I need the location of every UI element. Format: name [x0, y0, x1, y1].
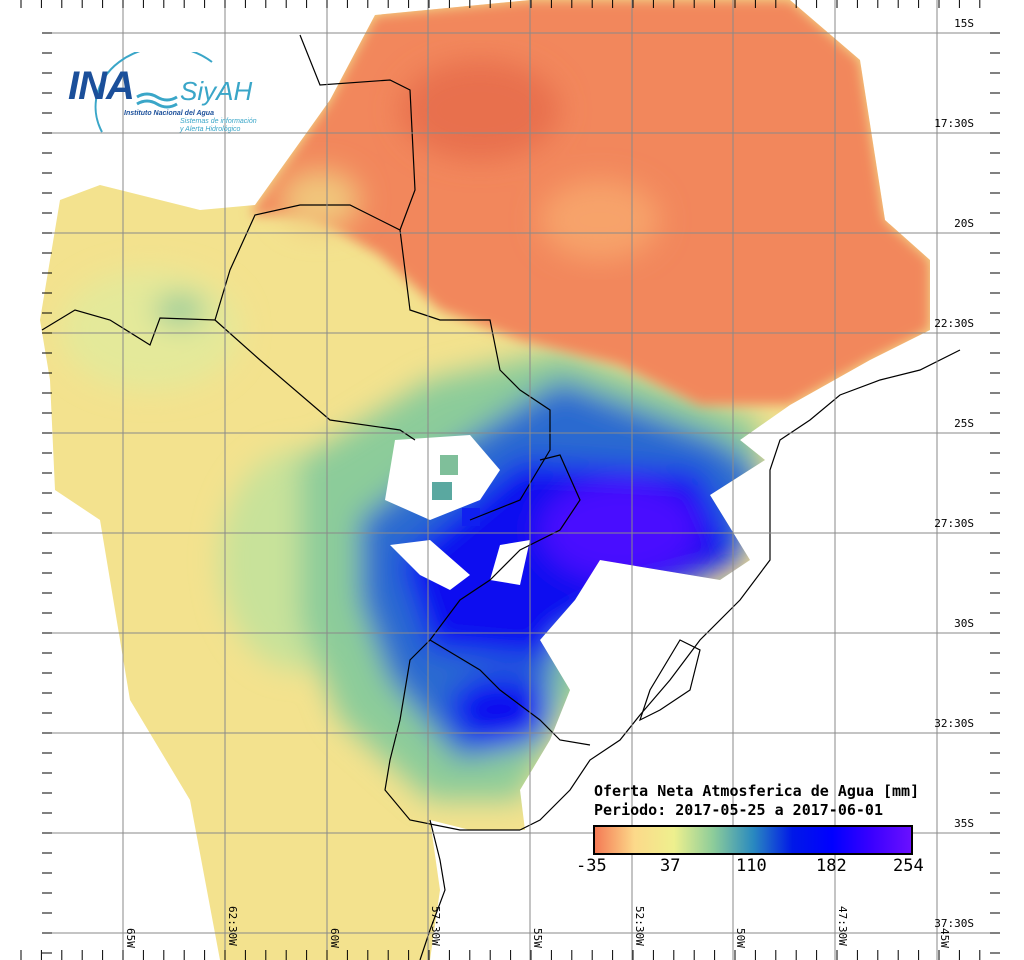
- colorbar: [593, 825, 913, 855]
- colorbar-tick-label: 110: [736, 856, 767, 876]
- lon-label: 65W: [124, 928, 137, 948]
- lon-label: 57:30W: [429, 906, 442, 946]
- legend-period: Periodo: 2017-05-25 a 2017-06-01: [594, 801, 883, 819]
- lon-label: 62:30W: [226, 906, 239, 946]
- lat-label: 35S: [954, 817, 974, 830]
- lat-label: 30S: [954, 617, 974, 630]
- lon-label: 55W: [531, 928, 544, 948]
- lat-label: 37:30S: [934, 917, 974, 930]
- no-data-gaps: [385, 435, 530, 590]
- colorbar-tick-label: 182: [816, 856, 847, 876]
- lat-label: 20S: [954, 217, 974, 230]
- axis-ticks: [20, 0, 1000, 960]
- legend-title: Oferta Neta Atmosferica de Agua [mm]: [594, 782, 920, 800]
- lat-label: 27:30S: [934, 517, 974, 530]
- lat-label: 22:30S: [934, 317, 974, 330]
- logo-system: Sistemas de información y Alerta Hidroló…: [180, 118, 257, 134]
- lat-label: 32:30S: [934, 717, 974, 730]
- lon-label: 60W: [328, 928, 341, 948]
- logo-system-line1: Sistemas de información: [180, 118, 257, 125]
- logo-arc-icon: [94, 52, 213, 133]
- lat-label: 15S: [954, 17, 974, 30]
- lon-label: 47:30W: [836, 906, 849, 946]
- lon-label: 50W: [734, 928, 747, 948]
- lat-label: 17:30S: [934, 117, 974, 130]
- lat-label: 25S: [954, 417, 974, 430]
- lon-label: 52:30W: [633, 906, 646, 946]
- ina-siyah-logo: INA SiyAH Instituto Nacional del Agua Si…: [62, 52, 262, 142]
- logo-siyah: SiyAH: [180, 76, 253, 106]
- colorbar-tick-label: 254: [893, 856, 924, 876]
- graticule: [42, 0, 1000, 960]
- logo-system-line2: y Alerta Hidrológico: [180, 126, 241, 133]
- colorbar-tick-label: 37: [660, 856, 681, 876]
- colorbar-tick-label: -35: [576, 856, 607, 876]
- logo-ina: INA: [68, 64, 135, 108]
- logo-institute: Instituto Nacional del Agua: [124, 110, 214, 117]
- legend: Oferta Neta Atmosferica de Agua [mm] Per…: [594, 782, 919, 820]
- lon-label: 45W: [938, 928, 951, 948]
